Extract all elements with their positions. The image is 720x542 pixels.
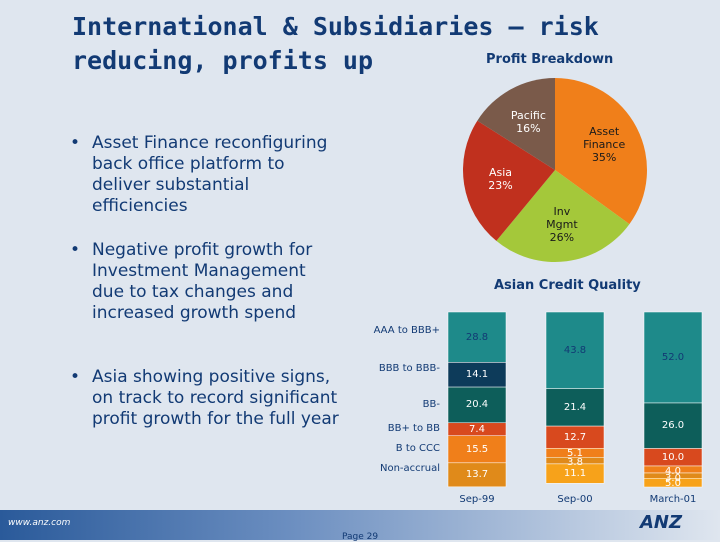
slide-title: International & Subsidiaries – risk redu… (72, 12, 599, 75)
footer-band (0, 510, 720, 540)
pie-label-text: Pacific (510, 108, 546, 122)
bar-segment-sep-99 (447, 311, 507, 363)
pie-slice-pacific (477, 78, 555, 170)
bar-data-label: 21.4 (563, 401, 587, 413)
bullet-dot: • (70, 367, 81, 387)
bullet-dot: • (70, 133, 81, 153)
pie-label-text: Finance (583, 138, 626, 152)
bar-segment-sep-00 (545, 463, 605, 484)
bar-data-label: 3.0 (665, 473, 681, 484)
pie-label-percent: 23% (488, 178, 513, 192)
pie-slice-inv-mgmt (496, 170, 630, 262)
pie-label-text: Asset (589, 125, 620, 139)
series-label-aaa-to-bbb: AAA to BBB+ (373, 325, 440, 337)
series-label-bbb-to-bbb: BBB to BBB- (378, 362, 440, 374)
x-axis-label: Sep-00 (557, 494, 593, 505)
bar-data-label: 15.5 (465, 443, 489, 455)
footer-url: www.anz.com (8, 518, 71, 528)
bar-data-label: 20.4 (465, 399, 489, 411)
bar-segment-sep-99 (447, 462, 507, 488)
series-label-b-to-ccc: B to CCC (395, 443, 440, 455)
bullet-text: Negative profit growth for Investment Ma… (92, 240, 313, 323)
pie-label-inv-mgmt: Inv Mgmt 26% (527, 205, 597, 244)
series-label-bb-to-bb: BB+ to BB (387, 423, 440, 435)
anz-logo: ANZ (640, 512, 683, 533)
pie-slice-asset-finance (555, 78, 647, 225)
bar-data-label: 11.1 (563, 468, 587, 480)
bar-data-label: 4.0 (665, 466, 681, 477)
bullet-text: Asia showing positive signs, on track to… (92, 367, 339, 429)
series-label-bb: BB- (422, 398, 440, 410)
pie-label-percent: 16% (516, 121, 541, 135)
bullet-dot: • (70, 240, 81, 260)
bar-segment-march-01 (643, 402, 703, 449)
bar-data-label: 26.0 (661, 420, 685, 432)
bar-data-label: 13.7 (465, 469, 489, 481)
bar-segment-sep-00 (545, 388, 605, 427)
bar-segment-march-01 (643, 478, 703, 488)
x-axis-label: Sep-99 (459, 494, 495, 505)
bar-data-label: 14.1 (465, 369, 489, 381)
pie-label-percent: 26% (549, 231, 575, 245)
bar-data-label: 28.8 (465, 331, 489, 343)
bar-data-label: 52.0 (661, 352, 685, 363)
bar-data-label: 5.0 (665, 478, 681, 490)
bar-segment-sep-99 (447, 386, 507, 424)
bar-segment-sep-00 (545, 311, 605, 389)
pie-label-pacific: Pacific 16% (493, 109, 563, 135)
bar-data-label: 5.1 (567, 448, 583, 460)
bar-segment-sep-99 (447, 362, 507, 388)
pie-label-asset-finance: Asset Finance 35% (569, 125, 639, 164)
bar-data-label: 7.4 (469, 423, 485, 435)
bar-data-label: 43.8 (563, 344, 587, 356)
bar-segment-sep-99 (447, 435, 507, 464)
bar-data-label: 12.7 (563, 431, 587, 443)
bar-data-label: 10.0 (661, 451, 685, 463)
pie-label-text: Asia (488, 165, 512, 179)
bar-segment-march-01 (643, 311, 703, 404)
bar-data-label: 3.8 (567, 457, 583, 469)
pie-slice-asia (462, 120, 555, 241)
pie-label-text: Inv (553, 205, 571, 219)
pie-label-asia: Asia 23% (465, 166, 535, 192)
series-label-non-accrual: Non-accrual (379, 462, 440, 474)
pie-chart-title: Profit Breakdown (486, 52, 614, 67)
pie-label-text: Mgmt (546, 218, 578, 232)
x-axis-label: March-01 (649, 494, 697, 505)
bullet-text: Asset Finance reconfiguring back office … (92, 133, 328, 216)
bar-chart-title: Asian Credit Quality (494, 278, 641, 293)
page-number: Page 29 (342, 532, 379, 542)
pie-label-percent: 35% (591, 151, 617, 165)
